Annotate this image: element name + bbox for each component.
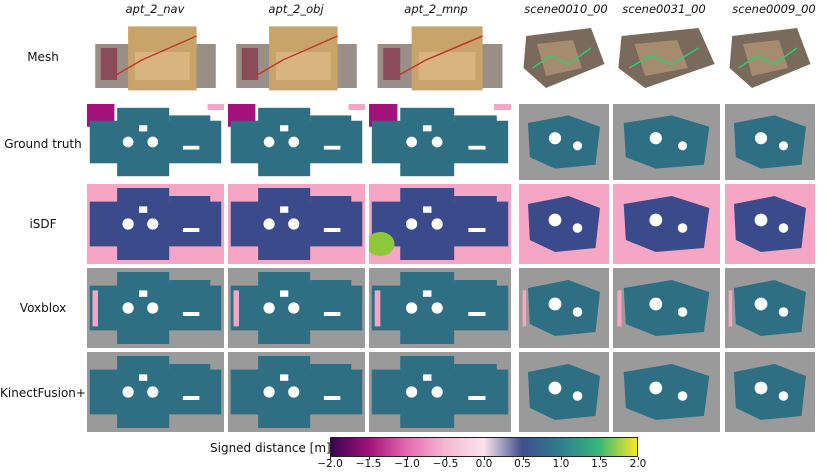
col-header-scene0031: scene0031_00: [622, 2, 706, 16]
map-ground-truth-apt-2-mnp: [369, 104, 511, 180]
colorbar-tick-label: −0.5: [432, 458, 459, 470]
colorbar-tick-label: 0.0: [475, 458, 493, 470]
map-kinectfusion--scene0010-00: [519, 352, 609, 432]
map-voxblox-apt-2-mnp: [369, 268, 511, 348]
map-kinectfusion--apt-2-nav: [87, 352, 224, 432]
map-voxblox-apt-2-nav: [87, 268, 224, 348]
col-header-scene0009: scene0009_00: [732, 2, 816, 16]
row-label-kinectfusion: KinectFusion+: [0, 386, 86, 400]
row-label-isdf: iSDF: [29, 217, 57, 231]
colorbar: [330, 437, 638, 457]
row-label-mesh: Mesh: [27, 50, 59, 64]
map-isdf-apt-2-mnp: [369, 184, 511, 264]
colorbar-tick-label: −2.0: [317, 458, 343, 470]
map-isdf-scene0009-00: [725, 184, 815, 264]
map-kinectfusion--apt-2-mnp: [369, 352, 511, 432]
map-voxblox-apt-2-obj: [228, 268, 365, 348]
map-kinectfusion--apt-2-obj: [228, 352, 365, 432]
map-mesh-scene0009-00: [725, 20, 815, 100]
map-mesh-scene0031-00: [613, 20, 720, 100]
colorbar-label: Signed distance [m]: [210, 441, 331, 455]
colorbar-tick-mark: [330, 457, 331, 460]
colorbar-tick-mark: [599, 457, 601, 460]
col-header-apt-2-nav: apt_2_nav: [125, 2, 185, 16]
map-voxblox-scene0031-00: [613, 268, 720, 348]
colorbar-tick-label: 1.0: [552, 458, 570, 470]
map-kinectfusion--scene0031-00: [613, 352, 720, 432]
map-ground-truth-scene0009-00: [725, 104, 815, 180]
map-isdf-apt-2-nav: [87, 184, 224, 264]
col-header-apt-2-obj: apt_2_obj: [268, 2, 324, 16]
colorbar-tick-mark: [638, 457, 639, 460]
colorbar-tick-mark: [561, 457, 562, 460]
col-header-scene0010: scene0010_00: [524, 2, 608, 16]
map-ground-truth-apt-2-nav: [87, 104, 224, 180]
colorbar-tick-mark: [522, 457, 524, 460]
map-voxblox-scene0009-00: [725, 268, 815, 348]
row-label-voxblox: Voxblox: [19, 301, 67, 315]
map-mesh-apt-2-nav: [87, 20, 224, 100]
colorbar-tick-mark: [445, 457, 447, 460]
colorbar-tick-mark: [484, 457, 485, 460]
colorbar-tick-label: 1.5: [591, 458, 608, 470]
colorbar-tick-mark: [407, 457, 408, 460]
map-isdf-scene0031-00: [613, 184, 720, 264]
colorbar-tick-label: 2.0: [629, 458, 647, 470]
colorbar-tick-label: −1.0: [394, 458, 420, 470]
map-isdf-apt-2-obj: [228, 184, 365, 264]
map-mesh-apt-2-mnp: [369, 20, 511, 100]
colorbar-tick-mark: [368, 457, 370, 460]
map-mesh-scene0010-00: [519, 20, 609, 100]
row-label-ground-truth: Ground truth: [4, 137, 82, 151]
map-ground-truth-apt-2-obj: [228, 104, 365, 180]
map-kinectfusion--scene0009-00: [725, 352, 815, 432]
map-isdf-scene0010-00: [519, 184, 609, 264]
map-mesh-apt-2-obj: [228, 20, 365, 100]
map-voxblox-scene0010-00: [519, 268, 609, 348]
map-ground-truth-scene0031-00: [613, 104, 720, 180]
col-header-apt-2-mnp: apt_2_mnp: [404, 2, 468, 16]
colorbar-tick-label: 0.5: [514, 458, 531, 470]
colorbar-tick-label: −1.5: [355, 458, 382, 470]
map-ground-truth-scene0010-00: [519, 104, 609, 180]
